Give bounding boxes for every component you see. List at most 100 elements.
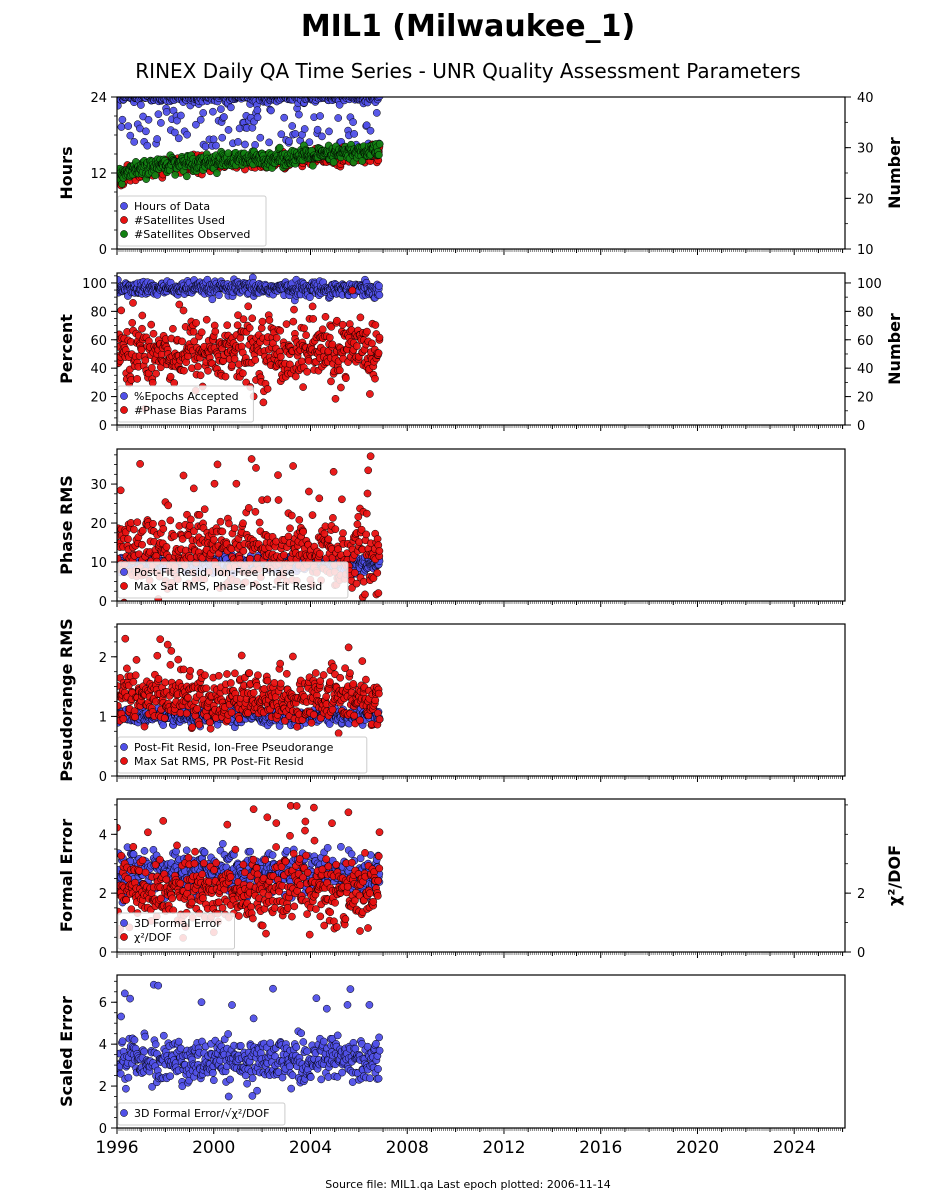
scatter-point xyxy=(321,312,330,321)
scatter-point xyxy=(199,109,208,117)
scatter-point xyxy=(196,371,205,380)
scatter-point xyxy=(335,366,344,375)
scatter-point xyxy=(248,123,257,132)
scatter-point xyxy=(209,535,218,544)
scatter-point xyxy=(318,325,327,334)
scatter-point xyxy=(177,111,185,120)
scatter-point xyxy=(148,378,157,387)
scatter-point xyxy=(117,486,125,495)
scatter-point xyxy=(241,140,249,149)
scatter-point xyxy=(211,327,220,336)
scatter-point xyxy=(375,97,384,101)
y-right-axis-label: Number xyxy=(885,313,904,385)
scatter-point xyxy=(117,275,122,284)
legend-label: #Satellites Used xyxy=(134,214,225,227)
scatter-point xyxy=(230,355,239,363)
scatter-point xyxy=(232,479,241,488)
scatter-point xyxy=(280,551,288,559)
scatter-point xyxy=(287,511,296,520)
scatter-point xyxy=(233,321,242,330)
y-axis-label: Hours xyxy=(57,146,76,199)
scatter-point xyxy=(257,324,266,332)
scatter-point xyxy=(184,352,192,361)
scatter-point xyxy=(359,577,368,586)
scatter-point xyxy=(197,328,206,337)
y-axis-label: Phase RMS xyxy=(57,475,76,575)
scatter-point xyxy=(329,158,338,167)
y-tick-label: 40 xyxy=(90,362,107,377)
scatter-point xyxy=(351,97,353,98)
scatter-point xyxy=(171,171,180,179)
scatter-point xyxy=(363,327,371,336)
scatter-point xyxy=(259,398,268,407)
scatter-point xyxy=(248,314,257,323)
scatter-point xyxy=(126,131,135,140)
scatter-point xyxy=(362,509,371,518)
scatter-point xyxy=(218,133,227,142)
scatter-point xyxy=(299,527,308,536)
scatter-point xyxy=(300,324,308,333)
scatter-point xyxy=(230,524,239,533)
scatter-point xyxy=(301,97,306,98)
scatter-point xyxy=(147,364,156,372)
scatter-point xyxy=(153,135,161,143)
y-right-tick-label: 30 xyxy=(857,142,874,157)
scatter-point xyxy=(225,519,233,528)
scatter-point xyxy=(349,118,357,126)
scatter-point xyxy=(144,115,153,124)
scatter-point xyxy=(374,589,383,597)
scatter-point xyxy=(364,466,373,475)
scatter-point xyxy=(137,345,146,354)
scatter-point xyxy=(375,151,383,159)
scatter-point xyxy=(189,484,198,493)
legend-label: Post-Fit Resid, Ion-Free Phase xyxy=(134,566,295,579)
scatter-point xyxy=(275,143,284,152)
scatter-point xyxy=(331,525,340,534)
y-right-tick-label: 100 xyxy=(857,277,882,292)
scatter-point xyxy=(137,101,145,109)
data-points xyxy=(117,634,384,738)
y-tick-label: 24 xyxy=(90,91,107,106)
scatter-point xyxy=(368,97,374,98)
scatter-point xyxy=(216,517,225,526)
chart-title: MIL1 (Milwaukee_1) xyxy=(301,9,635,44)
scatter-point xyxy=(142,127,150,136)
scatter-point xyxy=(117,97,122,98)
scatter-point xyxy=(300,125,309,133)
scatter-point xyxy=(149,329,158,338)
scatter-point xyxy=(239,547,248,555)
scatter-point xyxy=(149,519,157,528)
scatter-point xyxy=(221,372,230,381)
scatter-point xyxy=(291,129,300,138)
legend-box xyxy=(117,195,267,247)
y-tick-label: 100 xyxy=(82,277,107,292)
scatter-point xyxy=(224,126,233,134)
scatter-point xyxy=(329,467,338,476)
legend-label: #Satellites Observed xyxy=(134,228,250,241)
data-points xyxy=(117,273,384,413)
scatter-point xyxy=(372,97,375,98)
scatter-point xyxy=(213,169,221,178)
y-right-tick-label: 20 xyxy=(857,391,874,406)
scatter-point xyxy=(251,356,260,364)
scatter-point xyxy=(350,568,359,577)
scatter-point xyxy=(318,132,326,141)
scatter-point xyxy=(159,524,168,533)
scatter-point xyxy=(244,504,253,512)
scatter-point xyxy=(355,538,364,546)
scatter-point xyxy=(305,487,313,496)
scatter-point xyxy=(285,137,293,145)
scatter-point xyxy=(375,140,384,148)
scatter-point xyxy=(151,171,160,180)
scatter-point xyxy=(348,286,357,295)
scatter-point xyxy=(371,374,379,383)
scatter-point xyxy=(143,141,152,150)
scatter-point xyxy=(133,518,142,527)
y-right-tick-label: 40 xyxy=(857,91,874,106)
scatter-point xyxy=(286,524,294,533)
scatter-point xyxy=(129,299,137,307)
scatter-point xyxy=(162,543,171,551)
scatter-point xyxy=(192,120,200,129)
y-axis-label: Percent xyxy=(57,314,76,384)
scatter-point xyxy=(338,97,343,98)
